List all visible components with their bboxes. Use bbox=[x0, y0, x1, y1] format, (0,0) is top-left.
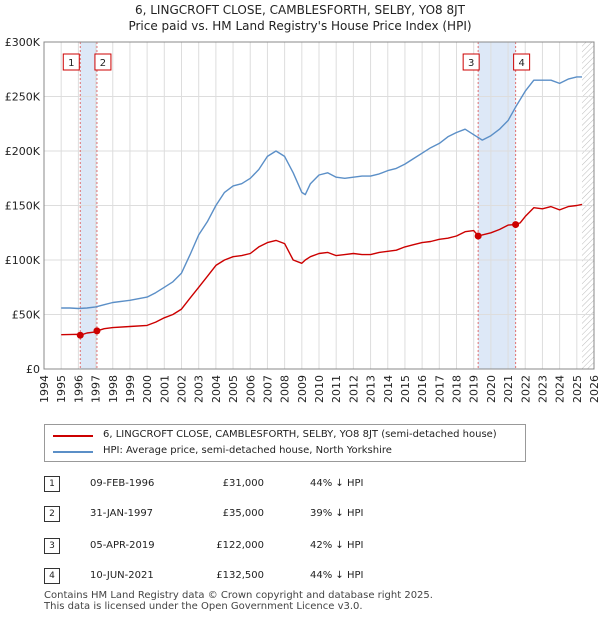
x-tick-label: 2021 bbox=[502, 375, 515, 403]
transaction-label-box bbox=[62, 53, 80, 71]
table-row: 3 05-APR-2019 £122,000 42% ↓ HPI bbox=[44, 538, 464, 556]
transaction-label-number: 3 bbox=[468, 58, 474, 69]
transaction-label-box bbox=[513, 53, 531, 71]
x-tick-label: 2004 bbox=[210, 375, 223, 403]
x-tick-label: 1996 bbox=[72, 375, 85, 403]
table-row: 1 09-FEB-1996 £31,000 44% ↓ HPI bbox=[44, 476, 464, 494]
x-tick-label: 2007 bbox=[261, 375, 274, 403]
y-tick-label: £150K bbox=[5, 200, 41, 213]
series-line-property bbox=[61, 203, 583, 336]
y-tick-label: £0 bbox=[26, 363, 40, 376]
table-row: 4 10-JUN-2021 £132,500 44% ↓ HPI bbox=[44, 568, 464, 586]
transaction-label-number: 1 bbox=[68, 58, 74, 69]
x-tick-label: 2024 bbox=[554, 375, 567, 403]
transaction-number: 1 bbox=[44, 476, 60, 492]
x-tick-label: 2011 bbox=[330, 375, 343, 403]
transaction-point bbox=[512, 221, 520, 229]
transaction-date: 31-JAN-1997 bbox=[90, 508, 154, 519]
transaction-label-box bbox=[94, 53, 112, 71]
x-tick-label: 1999 bbox=[124, 375, 137, 403]
transaction-label-number: 4 bbox=[518, 58, 524, 69]
x-tick-label: 2008 bbox=[279, 375, 292, 403]
series-line-hpi bbox=[61, 76, 582, 310]
x-tick-label: 2000 bbox=[141, 375, 154, 403]
x-tick-label: 1995 bbox=[55, 375, 68, 403]
transaction-date: 10-JUN-2021 bbox=[90, 570, 154, 581]
price-chart: £0 £50K £100K £150K £200K £250K £300K 1994 1995 1… bbox=[5, 36, 600, 403]
x-tick-label: 2016 bbox=[416, 375, 429, 403]
x-tick-label: 2015 bbox=[399, 375, 412, 403]
x-tick-label: 2002 bbox=[176, 375, 189, 403]
transaction-price: £35,000 bbox=[222, 508, 264, 519]
transaction-hpi-diff: 42% ↓ HPI bbox=[310, 540, 364, 551]
footer: Contains HM Land Registry data © Crown c… bbox=[44, 590, 433, 612]
y-tick-label: £100K bbox=[5, 254, 41, 267]
x-tick-label: 2006 bbox=[244, 375, 257, 403]
transaction-point bbox=[474, 232, 482, 240]
transaction-number: 3 bbox=[44, 538, 60, 554]
x-tick-label: 2017 bbox=[433, 375, 446, 403]
y-tick-label: £50K bbox=[12, 309, 41, 322]
x-tick-label: 2022 bbox=[519, 375, 532, 403]
footer-copyright: Contains HM Land Registry data © Crown c… bbox=[44, 590, 433, 601]
x-tick-label: 2014 bbox=[382, 375, 395, 403]
plot-frame bbox=[43, 41, 595, 370]
x-tick-label: 2003 bbox=[193, 375, 206, 403]
transaction-point bbox=[93, 327, 101, 335]
transaction-point bbox=[76, 331, 84, 339]
transaction-label-box bbox=[462, 53, 480, 71]
x-tick-label: 2005 bbox=[227, 375, 240, 403]
x-tick-label: 2023 bbox=[536, 375, 549, 403]
transaction-label-number: 2 bbox=[100, 58, 106, 69]
transaction-number: 4 bbox=[44, 568, 60, 584]
x-tick-label: 1994 bbox=[38, 375, 51, 403]
legend-label-hpi: HPI: Average price, semi-detached house,… bbox=[103, 445, 392, 456]
x-tick-label: 2020 bbox=[485, 375, 498, 403]
x-tick-label: 1998 bbox=[107, 375, 120, 403]
transaction-price: £31,000 bbox=[222, 478, 264, 489]
chart-title-address: 6, LINGCROFT CLOSE, CAMBLESFORTH, SELBY,… bbox=[134, 3, 466, 17]
footer-license: This data is licensed under the Open Gov… bbox=[44, 601, 363, 612]
legend: 6, LINGCROFT CLOSE, CAMBLESFORTH, SELBY,… bbox=[44, 424, 526, 462]
x-tick-label: 1997 bbox=[90, 375, 103, 403]
table-row: 2 31-JAN-1997 £35,000 39% ↓ HPI bbox=[44, 506, 464, 524]
legend-label-property: 6, LINGCROFT CLOSE, CAMBLESFORTH, SELBY,… bbox=[103, 429, 497, 440]
x-tick-label: 2018 bbox=[451, 375, 464, 403]
transaction-date: 05-APR-2019 bbox=[90, 540, 155, 551]
legend-swatch-hpi bbox=[53, 451, 93, 453]
x-tick-label: 2010 bbox=[313, 375, 326, 403]
x-tick-label: 2026 bbox=[588, 375, 600, 403]
transaction-hpi-diff: 39% ↓ HPI bbox=[310, 508, 364, 519]
chart-subtitle: Price paid vs. HM Land Registry's House … bbox=[128, 19, 472, 33]
y-tick-label: £300K bbox=[5, 36, 41, 49]
transaction-number: 2 bbox=[44, 506, 60, 522]
x-tick-label: 2013 bbox=[365, 375, 378, 403]
y-tick-label: £250K bbox=[5, 91, 41, 104]
transaction-price: £132,500 bbox=[216, 570, 264, 581]
x-tick-label: 2001 bbox=[158, 375, 171, 403]
transaction-hpi-diff: 44% ↓ HPI bbox=[310, 478, 364, 489]
transaction-price: £122,000 bbox=[216, 540, 264, 551]
transaction-date: 09-FEB-1996 bbox=[90, 478, 155, 489]
x-tick-label: 2019 bbox=[468, 375, 481, 403]
y-tick-label: £200K bbox=[5, 145, 41, 158]
legend-swatch-property bbox=[53, 435, 93, 437]
x-tick-label: 2009 bbox=[296, 375, 309, 403]
x-tick-label: 2012 bbox=[347, 375, 360, 403]
transaction-hpi-diff: 44% ↓ HPI bbox=[310, 570, 364, 581]
x-tick-label: 2025 bbox=[571, 375, 584, 403]
